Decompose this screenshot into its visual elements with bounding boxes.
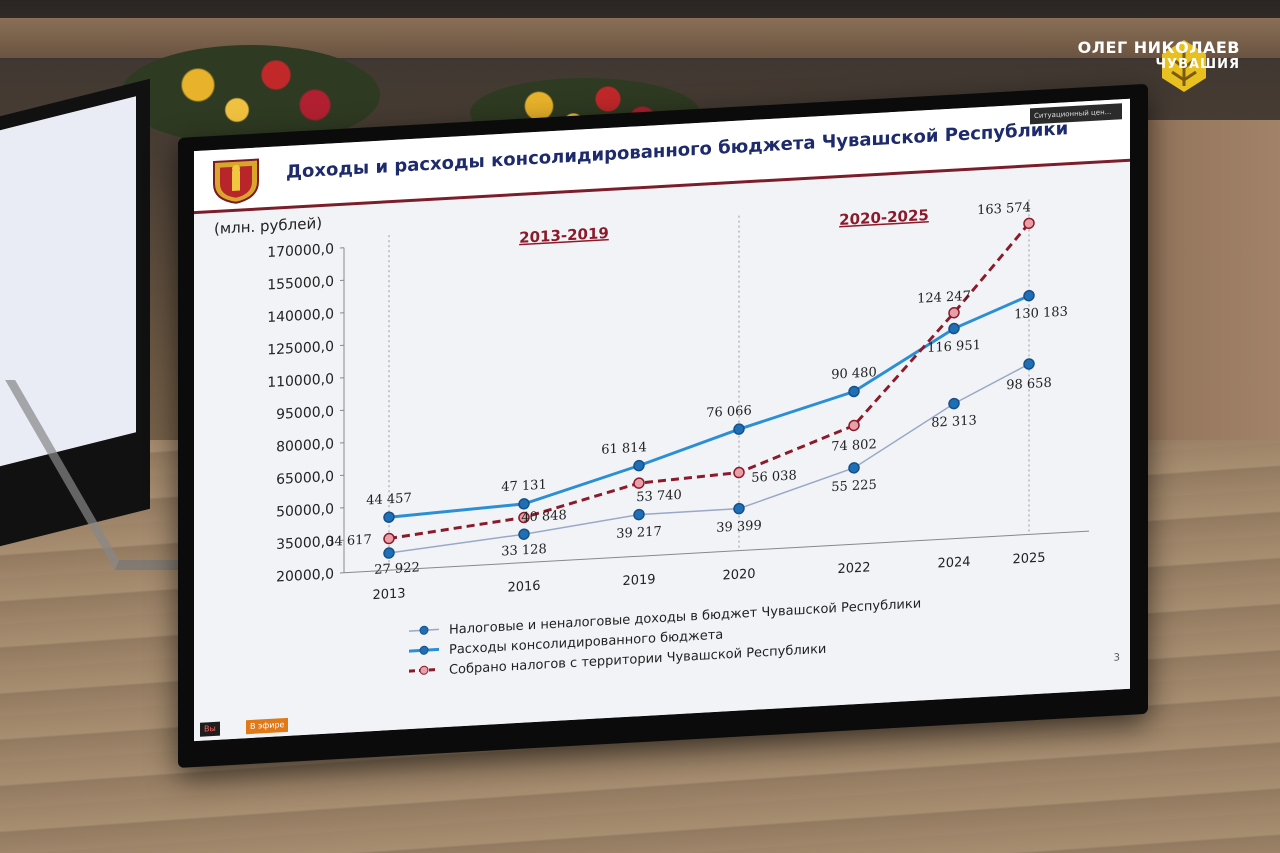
main-monitor: Доходы и расходы консолидированного бюдж… xyxy=(178,83,1148,769)
data-label: 82 313 xyxy=(931,413,976,431)
data-label: 39 399 xyxy=(716,518,761,536)
x-tick-label: 2013 xyxy=(372,586,405,603)
data-label: 47 131 xyxy=(501,478,546,496)
y-tick-label: 110000,0 xyxy=(267,371,334,391)
x-axis xyxy=(344,530,1089,574)
data-label: 124 247 xyxy=(917,289,971,307)
x-tick-label: 2020 xyxy=(722,567,755,584)
data-point xyxy=(948,397,960,410)
data-point xyxy=(1023,358,1035,370)
watermark-name: ОЛЕГ НИКОЛАЕВ xyxy=(1077,38,1240,57)
budget-line-chart: (млн. рублей) 20000,0 35000,0 50000,0 65000,… xyxy=(214,199,1089,678)
y-tick-label: 155000,0 xyxy=(267,274,334,294)
data-point xyxy=(733,423,745,435)
data-label: 56 038 xyxy=(751,468,796,486)
data-label: 116 951 xyxy=(927,338,981,356)
data-label: 130 183 xyxy=(1014,305,1068,323)
series-line-2 xyxy=(388,222,1031,541)
data-label: 39 217 xyxy=(616,524,661,542)
data-point xyxy=(848,419,860,432)
y-tick-label: 170000,0 xyxy=(267,241,334,261)
y-tick-label: 20000,0 xyxy=(276,566,334,585)
slide-header: Доходы и расходы консолидированного бюдж… xyxy=(194,98,1130,215)
data-point xyxy=(848,462,860,474)
footer-channel-badge: Вы xyxy=(200,721,220,737)
data-label: 90 480 xyxy=(831,365,876,383)
data-point xyxy=(733,466,745,479)
data-label: 40 848 xyxy=(521,508,566,526)
period-label-2020-2025: 2020-2025 xyxy=(839,206,929,229)
data-label: 55 225 xyxy=(831,478,876,496)
data-label: 33 128 xyxy=(501,542,546,560)
legend-marker xyxy=(419,625,429,635)
data-label: 44 457 xyxy=(366,491,411,509)
legend-marker xyxy=(419,665,429,675)
x-tick-label: 2022 xyxy=(837,560,870,577)
data-label: 34 617 xyxy=(326,533,371,551)
watermark-region: ЧУВАШИЯ xyxy=(1155,57,1240,72)
data-point xyxy=(383,511,395,523)
x-tick-label: 2016 xyxy=(507,579,540,596)
data-point xyxy=(848,385,860,398)
data-point xyxy=(733,502,745,515)
data-point xyxy=(518,498,530,510)
data-point xyxy=(948,306,960,319)
data-point xyxy=(383,532,395,545)
data-point xyxy=(948,322,960,335)
data-point xyxy=(1023,289,1035,302)
data-label: 98 658 xyxy=(1006,376,1051,394)
data-point xyxy=(518,511,530,524)
data-point xyxy=(633,508,645,521)
data-label: 53 740 xyxy=(636,488,681,506)
top-right-badge: Ситуационный цен... xyxy=(1030,103,1122,125)
period-label-2013-2019: 2013-2019 xyxy=(519,224,609,247)
data-label: 61 814 xyxy=(601,440,646,458)
y-tick-label: 80000,0 xyxy=(276,436,334,455)
data-point xyxy=(383,547,395,559)
unit-label: (млн. рублей) xyxy=(214,214,322,238)
footer-live-badge: В эфире xyxy=(246,717,289,735)
chuvashia-tree-logo-icon xyxy=(1162,40,1206,92)
data-point xyxy=(1023,217,1035,230)
x-tick-label: 2024 xyxy=(937,555,970,572)
data-label: 27 922 xyxy=(374,560,419,578)
y-tick-label: 95000,0 xyxy=(276,404,334,423)
data-label: 163 574 xyxy=(977,200,1031,218)
y-tick-label: 35000,0 xyxy=(276,534,334,553)
data-point xyxy=(518,528,530,540)
y-tick-label: 125000,0 xyxy=(267,339,334,359)
data-label: 74 802 xyxy=(831,437,876,455)
page-number: 3 xyxy=(1113,652,1120,664)
chuvashia-emblem-icon xyxy=(213,158,259,204)
data-point xyxy=(633,459,645,472)
legend-marker xyxy=(419,645,429,655)
data-label: 76 066 xyxy=(706,403,751,421)
y-tick-label: 65000,0 xyxy=(276,469,334,488)
y-tick-label: 140000,0 xyxy=(267,306,334,326)
x-tick-label: 2025 xyxy=(1012,551,1045,568)
x-tick-label: 2019 xyxy=(622,572,655,589)
presentation-slide: Доходы и расходы консолидированного бюдж… xyxy=(194,98,1130,742)
data-point xyxy=(633,477,645,489)
y-tick-label: 50000,0 xyxy=(276,501,334,520)
watermark: ОЛЕГ НИКОЛАЕВ ЧУВАШИЯ xyxy=(1078,38,1240,72)
